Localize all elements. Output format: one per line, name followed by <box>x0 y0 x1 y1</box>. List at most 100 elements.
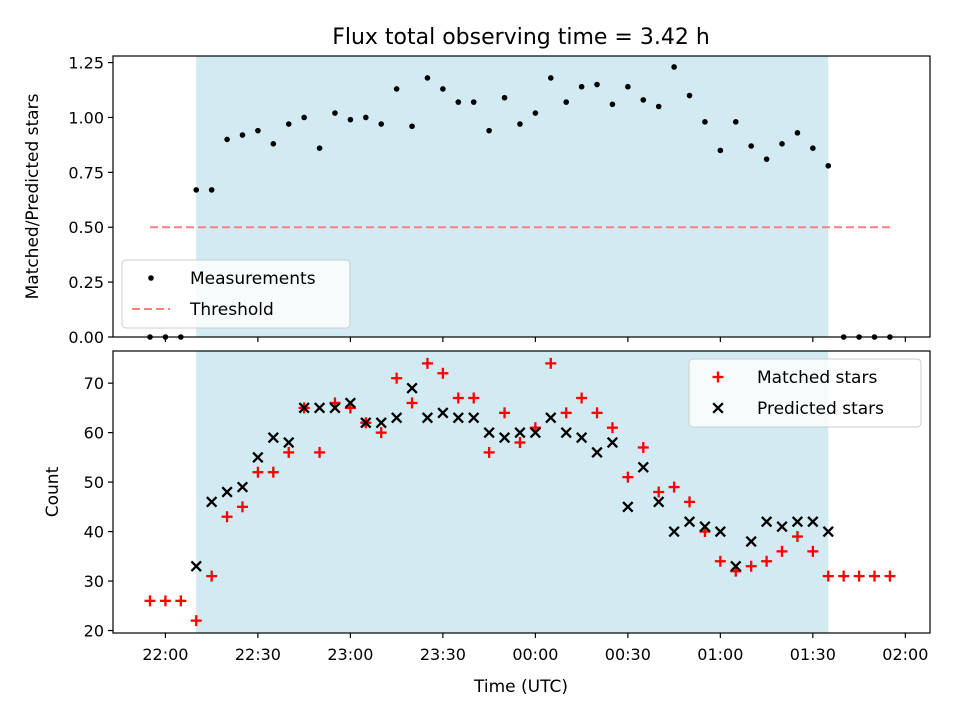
matched-stars-point <box>545 357 557 369</box>
measurements-point <box>270 141 277 147</box>
legend-label-threshold: Threshold <box>189 300 274 320</box>
x-tick-label: 23:30 <box>420 645 466 664</box>
measurements-point <box>748 143 754 149</box>
predicted-stars-point <box>498 431 511 444</box>
measurements-point <box>702 119 708 125</box>
predicted-stars-point <box>591 446 603 459</box>
predicted-stars-point <box>360 417 372 429</box>
matched-stars-point <box>283 446 295 458</box>
legend-label-matched-stars: Matched stars <box>757 368 877 388</box>
predicted-stars-point <box>514 427 526 439</box>
predicted-stars-point <box>606 436 619 449</box>
matched-stars-point <box>591 407 603 419</box>
measurements-point <box>794 130 801 136</box>
predicted-stars-point <box>622 501 634 513</box>
matched-stars-point <box>745 560 757 572</box>
axes-frame <box>112 55 931 338</box>
measurements-point <box>255 127 261 134</box>
predicted-stars-point <box>776 521 788 533</box>
x-tick-label: 23:00 <box>327 645 373 664</box>
predicted-stars-point <box>329 402 341 414</box>
predicted-stars-point <box>745 535 757 548</box>
matched-stars-point <box>190 615 202 627</box>
predicted-stars-point <box>560 427 572 439</box>
measurements-point <box>686 92 693 99</box>
matched-stars-point <box>791 531 803 543</box>
measurements-point <box>455 99 462 105</box>
y-tick-label: 0.25 <box>68 273 104 292</box>
matched-stars-point <box>144 595 156 607</box>
y-axis-label: Matched/Predicted stars <box>23 93 43 299</box>
predicted-stars-point <box>391 412 403 424</box>
measurements-point <box>501 94 508 101</box>
measurements-point <box>193 187 200 193</box>
y-tick-label: 1.00 <box>68 108 104 127</box>
measurements-point <box>671 64 677 70</box>
y-tick-label: 0.00 <box>68 328 104 347</box>
x-tick-label: 22:30 <box>235 645 281 664</box>
matched-stars-point <box>437 367 449 379</box>
predicted-stars-point <box>298 402 310 414</box>
predicted-stars-point <box>730 560 742 572</box>
matched-stars-point <box>375 427 387 439</box>
matched-stars-point <box>499 407 511 419</box>
measurements-point <box>594 81 600 88</box>
measurements-point <box>732 119 739 125</box>
predicted-stars-point <box>822 525 834 538</box>
measurements-point <box>547 75 554 81</box>
measurements-point <box>563 99 570 105</box>
matched-stars-point <box>175 595 187 607</box>
y-tick-label: 1.25 <box>68 54 104 73</box>
y-tick-label: 0.75 <box>68 163 104 182</box>
matched-stars-point <box>637 441 649 453</box>
legend-swatch-predicted-stars <box>712 402 724 414</box>
predicted-stars-point <box>252 451 264 463</box>
predicted-stars-point <box>637 461 649 473</box>
predicted-stars-point <box>190 560 202 572</box>
measurements-point <box>779 141 785 147</box>
legend: Measurements Threshold <box>121 259 351 329</box>
matched-stars-point <box>314 446 326 458</box>
matched-stars-point <box>622 471 634 483</box>
matched-stars-point <box>807 545 819 557</box>
measurements-point <box>486 127 492 134</box>
predicted-stars-point <box>313 402 326 414</box>
predicted-stars-point <box>483 427 495 439</box>
x-axis-label: Time (UTC) <box>473 677 568 697</box>
ratio-panel: 0.00 0.25 0.50 0.75 1.00 1.25 Matched/Predicte… <box>23 54 931 347</box>
y-tick-label: 50 <box>84 473 104 492</box>
matched-stars-point <box>560 407 572 419</box>
predicted-stars-point <box>206 496 218 508</box>
matched-stars-point <box>606 422 618 434</box>
y-tick-label: 0.50 <box>68 218 104 237</box>
predicted-stars-point <box>221 486 233 498</box>
predicted-stars-point <box>283 436 295 449</box>
matched-stars-point <box>576 392 588 404</box>
matched-stars-point <box>714 555 726 567</box>
matched-stars-point <box>483 446 495 458</box>
predicted-stars-point <box>683 516 696 528</box>
measurements-point <box>640 97 647 103</box>
y-tick-label: 30 <box>84 572 104 591</box>
predicted-stars-point <box>668 525 680 538</box>
matched-stars-point <box>822 570 834 582</box>
axes-frame <box>112 350 931 634</box>
predicted-stars-point <box>236 481 249 493</box>
measurements-point <box>393 86 400 92</box>
predicted-stars-point <box>375 417 387 429</box>
x-tick-label: 01:00 <box>697 645 743 664</box>
measurements-point <box>409 123 415 130</box>
x-tick-label: 22:00 <box>142 645 188 664</box>
matched-stars-point <box>853 570 865 582</box>
y-tick-label: 70 <box>84 374 104 393</box>
matched-stars-point <box>267 466 279 478</box>
matched-stars-point <box>668 481 680 493</box>
legend-label-measurements: Measurements <box>190 269 316 289</box>
matched-stars-point <box>406 397 418 409</box>
measurements-point <box>717 147 724 154</box>
y-tick-label: 60 <box>84 424 104 443</box>
predicted-stars-point <box>545 412 557 424</box>
x-tick-label: 00:30 <box>605 645 651 664</box>
measurements-point <box>208 187 215 193</box>
y-axis-label: Count <box>43 466 63 517</box>
